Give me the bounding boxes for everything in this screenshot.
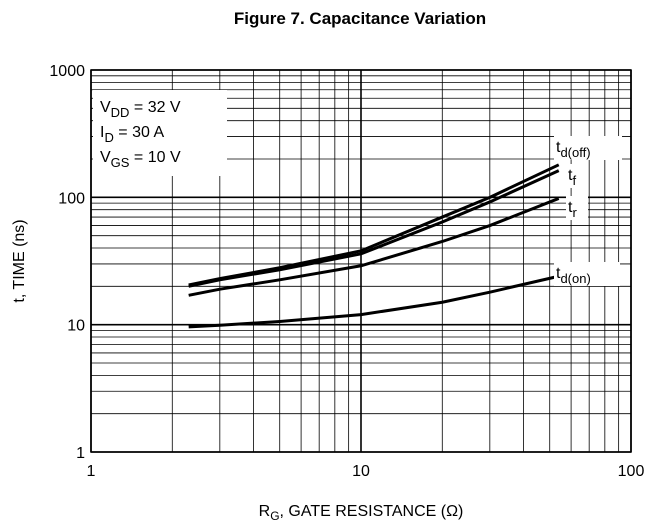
x-tick-label: 100 [618,463,645,480]
annotation-box [93,90,227,176]
line-series [188,274,560,329]
text-sub: r [572,205,577,220]
chart-title: Figure 7. Capacitance Variation [234,9,486,28]
text-base: t [556,139,561,156]
y-tick-label: 1000 [49,63,85,80]
x-tick-label: 1 [87,463,96,480]
text-rest: = 10 V [129,149,180,166]
label-bg [554,136,622,160]
text-sub: D [104,130,113,145]
y-tick-label: 100 [58,190,85,207]
text-sub: d(on) [560,271,590,286]
y-tick-label: 1 [76,445,85,462]
label-bg [554,262,620,286]
text-base: V [100,99,111,116]
series-label: tf [568,167,576,188]
label-bg [566,196,588,220]
line-series [188,163,560,287]
x-tick-label: 10 [352,463,370,480]
series-label: td(off) [556,139,591,160]
label-bg [566,164,588,188]
plot-frame [90,69,632,453]
line-series [188,169,560,288]
text-base: t [568,199,573,216]
text-sub: DD [111,105,130,120]
text-sub: d(off) [560,145,590,160]
y-tick-label: 10 [67,318,85,335]
annotation: VGS = 10 V [100,149,181,170]
series-label: td(on) [556,265,591,286]
annotation: ID = 30 A [100,124,164,145]
series-label: tr [568,199,577,220]
text-base: V [100,149,111,166]
text-base: I [100,124,104,141]
text-sub: f [572,173,576,188]
text-sub: GS [111,155,130,170]
text-base: t [556,265,561,282]
text-rest: = 30 A [114,124,165,141]
text-base: t [568,167,573,184]
text-rest: = 32 V [129,99,180,116]
x-axis-label: RG, GATE RESISTANCE (Ω) [259,503,464,523]
line-series [188,197,560,297]
y-axis-label: t, TIME (ns) [11,219,28,302]
annotation: VDD = 32 V [100,99,181,120]
